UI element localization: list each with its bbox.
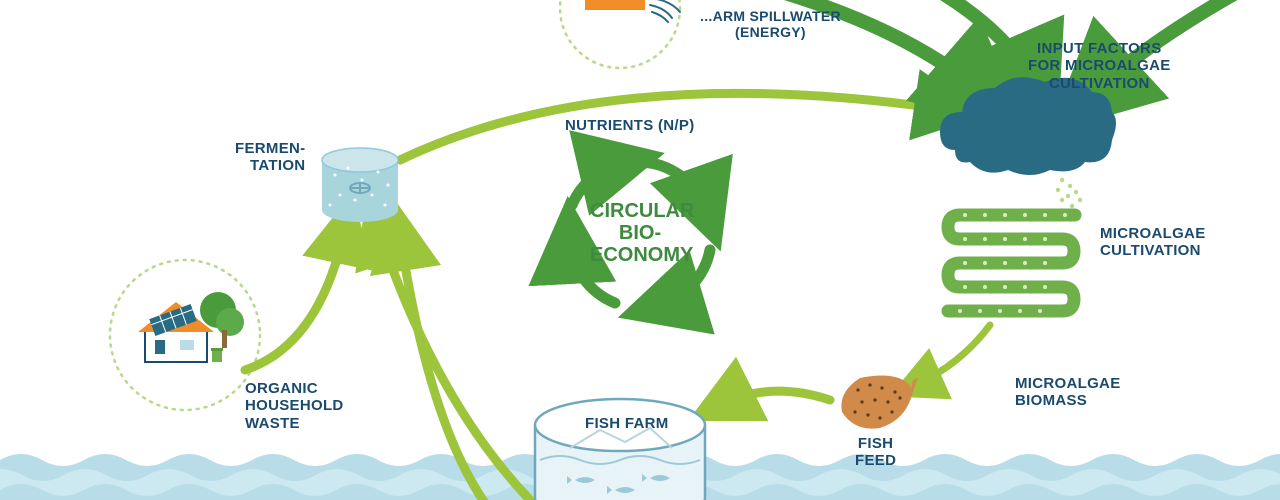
input-cloud-icon [940, 77, 1116, 175]
house-icon [138, 292, 244, 362]
fish-farm-label: FISH FARM [585, 415, 669, 432]
spillwater-label: ...ARM SPILLWATER(ENERGY) [700, 8, 841, 40]
fish-feed-icon [841, 376, 918, 429]
nutrients-label: NUTRIENTS (N/P) [565, 117, 695, 134]
microalgae-cultivation-label: MICROALGAECULTIVATION [1100, 225, 1206, 260]
input-factors-label: INPUT FACTORSFOR MICROALGAECULTIVATION [1028, 40, 1171, 92]
biomass-label: MICROALGAEBIOMASS [1015, 375, 1121, 410]
cloud-output-dots [1056, 178, 1082, 208]
fish-feed-label: FISHFEED [855, 435, 896, 470]
fermentation-label: FERMEN-TATION [235, 140, 305, 175]
factory-top-icon [582, 0, 680, 22]
fermentation-icon [322, 148, 398, 222]
algae-tubes-icon [948, 213, 1075, 313]
organic-waste-label: ORGANICHOUSEHOLDWASTE [245, 380, 344, 432]
center-cycle-label: CIRCULARBIO-ECONOMY [590, 200, 690, 266]
